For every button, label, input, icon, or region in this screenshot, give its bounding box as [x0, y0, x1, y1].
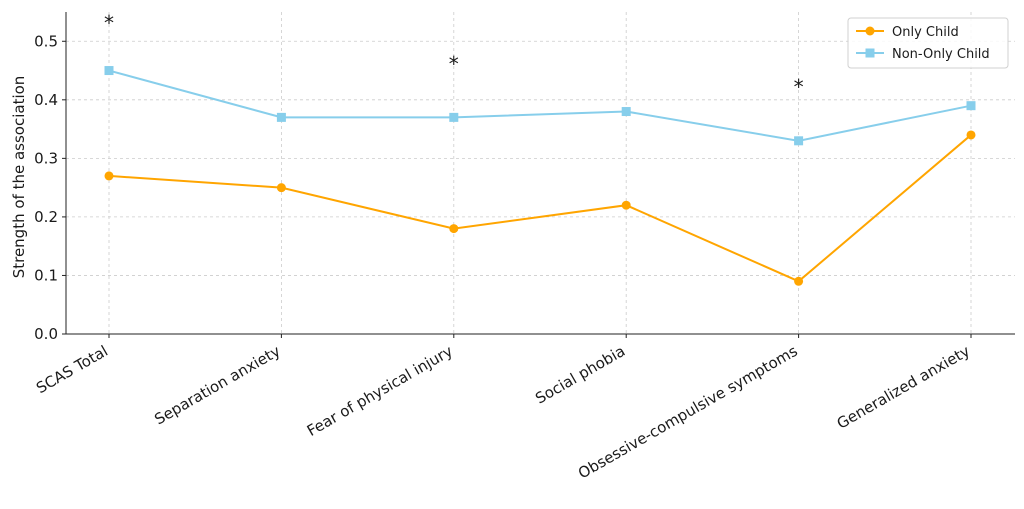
data-point — [966, 101, 976, 111]
y-tick-label: 0.5 — [34, 32, 58, 50]
x-tick-label: SCAS Total — [33, 342, 111, 397]
x-tick-label: Social phobia — [532, 342, 628, 408]
y-axis-label: Strength of the association — [10, 76, 28, 279]
x-tick-label: Generalized anxiety — [834, 342, 973, 433]
data-point — [449, 112, 459, 122]
significance-star: * — [794, 75, 804, 99]
legend-label: Only Child — [892, 25, 959, 40]
y-tick-label: 0.2 — [34, 208, 58, 226]
data-point — [104, 66, 114, 76]
annotations: * * * — [104, 11, 804, 99]
series-non-only-child — [104, 66, 976, 146]
y-tick-label: 0.3 — [34, 149, 58, 167]
x-tick-label: Separation anxiety — [151, 342, 283, 429]
series-line — [108, 69, 972, 142]
series-line — [108, 134, 972, 283]
significance-star: * — [449, 52, 459, 76]
data-point — [966, 130, 976, 140]
legend-item: Only Child — [856, 25, 959, 40]
y-tick-label: 0.4 — [34, 91, 58, 109]
data-point — [276, 112, 286, 122]
y-tick-label: 0.1 — [34, 266, 58, 284]
data-point — [449, 224, 459, 234]
data-point — [794, 136, 804, 146]
data-point — [621, 107, 631, 117]
legend-item: Non-Only Child — [856, 47, 990, 62]
axes: 0.0 0.1 0.2 0.3 0.4 0.5 SCAS Total Separation a… — [10, 12, 1015, 483]
data-point — [276, 183, 286, 193]
x-tick-label: Fear of physical injury — [304, 342, 456, 440]
legend-box — [847, 17, 1009, 69]
legend: Only Child Non-Only Child — [847, 17, 1009, 69]
data-point — [104, 171, 114, 181]
series-only-child — [104, 130, 976, 286]
significance-star: * — [104, 11, 114, 35]
legend-marker — [865, 48, 875, 58]
legend-marker — [865, 26, 875, 36]
data-point — [794, 276, 804, 286]
y-tick-label: 0.0 — [34, 325, 58, 343]
data-point — [621, 200, 631, 210]
series — [104, 66, 976, 286]
legend-label: Non-Only Child — [892, 47, 990, 62]
